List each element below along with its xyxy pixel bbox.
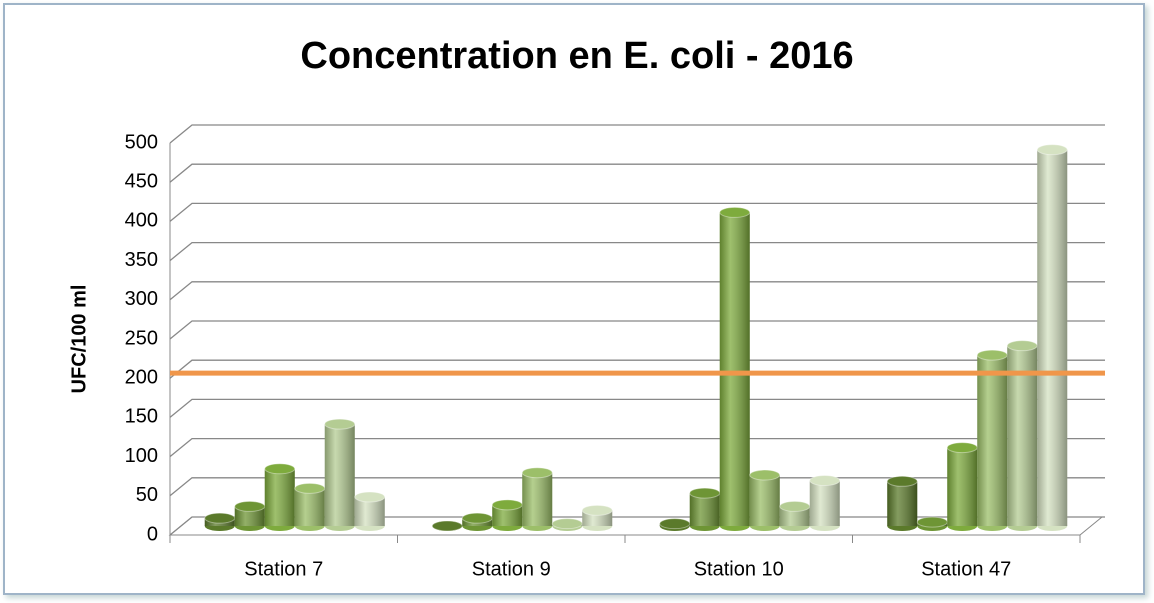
bar-top bbox=[659, 518, 691, 530]
bar-top bbox=[461, 512, 493, 524]
grid-line bbox=[169, 241, 1105, 262]
bar-top bbox=[749, 469, 781, 481]
y-axis-label: UFC/100 ml bbox=[68, 285, 90, 394]
grid-line bbox=[169, 398, 1105, 418]
bar-shade bbox=[522, 472, 553, 526]
bar-top bbox=[1036, 144, 1068, 156]
grid-line bbox=[169, 124, 1105, 144]
bar-top bbox=[1006, 340, 1038, 352]
bar-shade bbox=[749, 475, 780, 526]
bar-shade bbox=[689, 493, 720, 526]
bar-shade bbox=[779, 506, 810, 526]
bar-top bbox=[886, 475, 918, 487]
y-tick-label: 200 bbox=[125, 366, 158, 388]
bar-shade bbox=[1037, 149, 1068, 526]
y-tick-label: 50 bbox=[136, 484, 158, 506]
bar-top bbox=[689, 487, 721, 499]
y-tick-label: 150 bbox=[125, 406, 158, 428]
bar-top bbox=[976, 349, 1008, 361]
bar-top bbox=[354, 491, 386, 503]
bar-shade bbox=[887, 481, 918, 526]
bar-shade bbox=[324, 424, 355, 526]
bar-shade bbox=[264, 468, 295, 526]
bar-top bbox=[779, 500, 811, 512]
bar-shade bbox=[1007, 345, 1038, 526]
grid-line bbox=[169, 163, 1105, 183]
bar-top bbox=[491, 499, 523, 511]
bar-top bbox=[809, 475, 841, 487]
y-tick-label: 400 bbox=[125, 210, 158, 232]
x-tick-label: Station 9 bbox=[472, 558, 551, 580]
bar-shade bbox=[234, 506, 265, 526]
bar-top bbox=[719, 206, 751, 218]
y-tick-label: 100 bbox=[125, 445, 158, 467]
bar-top bbox=[234, 500, 266, 512]
bar-top bbox=[294, 482, 326, 494]
y-tick-label: 500 bbox=[125, 131, 158, 153]
grid-line bbox=[169, 437, 1105, 458]
grid-line bbox=[169, 281, 1105, 301]
bar-shade bbox=[809, 480, 840, 526]
y-tick-label: 0 bbox=[147, 523, 158, 545]
bar-top bbox=[916, 516, 948, 528]
bar-top bbox=[431, 520, 463, 532]
bar-top bbox=[946, 442, 978, 454]
y-tick-label: 350 bbox=[125, 249, 158, 271]
y-tick-label: 300 bbox=[125, 288, 158, 310]
bar-top bbox=[324, 418, 356, 430]
x-tick-label: Station 10 bbox=[694, 558, 784, 580]
bar-top bbox=[264, 463, 296, 475]
bar-top bbox=[551, 518, 583, 530]
grid-line bbox=[169, 477, 1105, 497]
bar-shade bbox=[947, 447, 978, 526]
chart-title: Concentration en E. coli - 2016 bbox=[300, 35, 853, 77]
x-tick-label: Station 7 bbox=[244, 558, 323, 580]
bar-shade bbox=[294, 488, 325, 526]
bar-shade bbox=[977, 355, 1008, 526]
y-tick-label: 450 bbox=[125, 170, 158, 192]
x-tick-label: Station 47 bbox=[921, 558, 1011, 580]
bar-top bbox=[521, 467, 553, 479]
bar-shade bbox=[492, 504, 523, 526]
y-tick-label: 250 bbox=[125, 327, 158, 349]
grid-line bbox=[169, 320, 1105, 340]
bar-top bbox=[581, 504, 613, 516]
grid-line bbox=[169, 202, 1105, 222]
bar-shade bbox=[719, 212, 750, 526]
bar-top bbox=[204, 512, 236, 524]
